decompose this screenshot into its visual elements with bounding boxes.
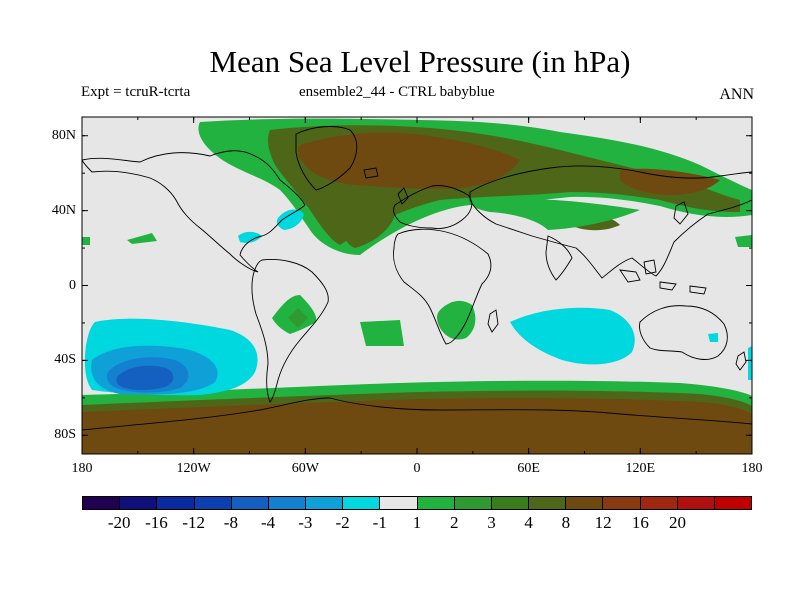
southern-africa-green — [437, 300, 476, 340]
uk-outline — [397, 187, 409, 205]
colorbar-swatch — [343, 497, 381, 509]
colorbar-swatch — [454, 497, 492, 509]
colorbar-label: 16 — [631, 513, 649, 532]
lon-tick-label: 60E — [517, 461, 540, 476]
colorbar-swatch — [677, 497, 715, 509]
colorbar-label: -12 — [182, 513, 205, 532]
colorbar-swatch — [83, 497, 121, 509]
lat-tick-label: 40S — [54, 352, 76, 368]
lat-tick-label: 80S — [54, 427, 76, 443]
atlantic-green-strip — [360, 320, 404, 346]
asia-outline — [469, 165, 752, 279]
africa-outline — [393, 228, 492, 345]
colorbar-swatch — [157, 497, 195, 509]
madagascar-outline — [487, 309, 499, 333]
season-label: ANN — [719, 86, 754, 103]
colorbar-label: -20 — [107, 513, 131, 532]
plot-title: Mean Sea Level Pressure (in hPa) — [209, 44, 631, 79]
siberia-brown — [620, 168, 720, 195]
lat-tick-label: 0 — [69, 277, 76, 293]
colorbar-swatch — [231, 497, 269, 509]
europe-outline — [393, 185, 473, 229]
lat-tick-label: 80N — [51, 127, 76, 143]
south-america-outline — [251, 259, 329, 403]
colorbar-label: -8 — [223, 513, 238, 532]
japan-outline — [673, 201, 689, 225]
colorbar-label: -1 — [372, 513, 387, 532]
colorbar-swatch — [417, 497, 455, 509]
colorbar — [82, 496, 752, 510]
colorbar-label: 1 — [412, 513, 422, 532]
lon-tick-label: 120E — [625, 461, 656, 476]
eurasia-green-extension — [470, 198, 640, 230]
arctic-brown — [297, 132, 520, 189]
atlantic-olive — [343, 213, 395, 248]
colorbar-swatch — [120, 497, 158, 509]
colorbar-label: 12 — [594, 513, 612, 532]
greenland-outline — [295, 126, 358, 191]
atlantic-cyan-north — [276, 209, 304, 230]
colorbar-label: -3 — [298, 513, 313, 532]
colorbar-swatch — [566, 497, 604, 509]
australia-outline — [639, 305, 728, 360]
tasman-cyan — [708, 333, 718, 342]
iceland-outline — [363, 167, 379, 179]
colorbar-swatch — [380, 497, 418, 509]
colorbar-label: 2 — [449, 513, 459, 532]
colorbar-label: 4 — [524, 513, 533, 532]
new-zealand-outline — [735, 351, 747, 371]
lon-tick-label: 60W — [291, 461, 319, 476]
colorbar-swatch — [529, 497, 567, 509]
colorbar-label: 8 — [561, 513, 571, 532]
colorbar-label: -2 — [335, 513, 350, 532]
western-pacific-green-right — [735, 235, 752, 247]
lon-tick-label: 180 — [71, 461, 93, 476]
south-america-green-inner — [288, 308, 308, 328]
colorbar-swatch — [491, 497, 530, 509]
lon-tick-label: 0 — [413, 461, 421, 476]
india-outline — [545, 235, 573, 281]
colorbar-swatch — [306, 497, 344, 509]
colorbar-swatch — [603, 497, 641, 509]
lon-tick-label: 120W — [176, 461, 211, 476]
colorbar-swatch — [268, 497, 307, 509]
north-america-outline — [82, 150, 306, 273]
indian-ocean-cyan — [510, 307, 635, 365]
colorbar-swatch — [714, 497, 752, 509]
pacific-green-patch — [127, 233, 157, 244]
south-pacific-dark-blue — [116, 365, 174, 390]
colorbar-swatch — [640, 497, 678, 509]
lon-tick-label: 180 — [741, 461, 763, 476]
experiment-label: Expt = tcruR-tcrta — [81, 84, 191, 100]
colorbar-label: 3 — [487, 513, 496, 532]
colorbar-swatch — [194, 497, 232, 509]
ensemble-label: ensemble2_44 - CTRL babyblue — [299, 84, 495, 100]
lat-tick-label: 40N — [51, 202, 76, 218]
southeast-asia-islands — [619, 259, 707, 295]
colorbar-label: 20 — [669, 513, 687, 532]
colorbar-label: -16 — [145, 513, 168, 532]
colorbar-label: -4 — [261, 513, 276, 532]
antarctica-outline — [82, 397, 752, 431]
east-pacific-cyan — [748, 346, 752, 380]
caribbean-cyan — [238, 231, 262, 243]
eastern-pacific-green-left — [82, 237, 90, 245]
